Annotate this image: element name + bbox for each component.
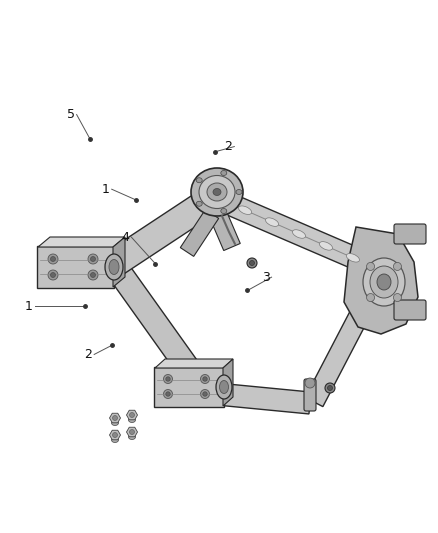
Circle shape (201, 375, 209, 384)
FancyBboxPatch shape (154, 367, 224, 407)
FancyBboxPatch shape (394, 224, 426, 244)
FancyBboxPatch shape (304, 379, 316, 411)
Polygon shape (208, 214, 224, 251)
Ellipse shape (207, 183, 227, 201)
Polygon shape (213, 209, 374, 278)
Ellipse shape (293, 230, 306, 238)
Circle shape (113, 416, 117, 421)
Polygon shape (224, 206, 240, 244)
Polygon shape (195, 381, 311, 414)
Ellipse shape (265, 218, 279, 227)
Ellipse shape (219, 381, 229, 393)
Circle shape (50, 272, 56, 278)
Polygon shape (127, 410, 138, 420)
Polygon shape (103, 256, 210, 392)
Ellipse shape (213, 189, 221, 196)
Circle shape (367, 262, 374, 270)
Circle shape (203, 377, 207, 381)
Circle shape (50, 256, 56, 262)
Ellipse shape (221, 208, 227, 214)
Ellipse shape (239, 206, 252, 214)
Polygon shape (180, 208, 206, 248)
Polygon shape (305, 280, 384, 407)
Circle shape (88, 254, 98, 264)
Polygon shape (120, 207, 226, 277)
Ellipse shape (377, 274, 391, 290)
Circle shape (163, 375, 173, 384)
Circle shape (201, 390, 209, 399)
Circle shape (247, 258, 257, 268)
Ellipse shape (112, 438, 119, 442)
Ellipse shape (221, 171, 227, 175)
FancyBboxPatch shape (394, 300, 426, 320)
Polygon shape (107, 183, 226, 274)
Polygon shape (305, 278, 367, 398)
Circle shape (250, 261, 254, 265)
Circle shape (166, 392, 170, 396)
Ellipse shape (196, 201, 202, 206)
Ellipse shape (370, 266, 398, 298)
Ellipse shape (191, 168, 243, 216)
Polygon shape (209, 208, 240, 251)
Ellipse shape (109, 260, 119, 274)
Circle shape (367, 294, 374, 302)
Text: 3: 3 (261, 271, 269, 284)
Circle shape (163, 390, 173, 399)
Polygon shape (194, 217, 220, 256)
Circle shape (113, 432, 117, 438)
Polygon shape (104, 183, 210, 253)
Circle shape (48, 270, 58, 280)
Polygon shape (192, 403, 309, 414)
Ellipse shape (128, 434, 135, 440)
Circle shape (393, 294, 402, 302)
Polygon shape (102, 268, 190, 392)
Polygon shape (121, 254, 210, 378)
Polygon shape (194, 381, 311, 392)
Ellipse shape (196, 177, 202, 183)
Circle shape (203, 392, 207, 396)
Polygon shape (223, 359, 233, 406)
Text: 2: 2 (224, 140, 232, 153)
Circle shape (130, 413, 134, 417)
Ellipse shape (236, 190, 242, 195)
Polygon shape (344, 227, 418, 334)
Ellipse shape (216, 375, 232, 399)
Ellipse shape (319, 241, 332, 250)
Text: 4: 4 (121, 231, 129, 244)
Polygon shape (113, 237, 125, 287)
Polygon shape (127, 427, 138, 437)
Ellipse shape (363, 258, 405, 306)
Circle shape (91, 256, 95, 262)
Text: 1: 1 (25, 300, 33, 313)
Polygon shape (110, 413, 120, 423)
Polygon shape (180, 209, 219, 256)
Circle shape (48, 254, 58, 264)
Ellipse shape (346, 254, 360, 262)
Polygon shape (155, 359, 233, 368)
Ellipse shape (112, 421, 119, 425)
Ellipse shape (199, 175, 235, 208)
Polygon shape (110, 430, 120, 440)
Polygon shape (323, 287, 385, 407)
Polygon shape (215, 190, 382, 278)
Circle shape (305, 378, 315, 388)
Circle shape (88, 270, 98, 280)
Text: 1: 1 (102, 183, 110, 196)
Circle shape (328, 385, 332, 391)
FancyBboxPatch shape (37, 246, 114, 288)
Ellipse shape (105, 254, 123, 280)
Polygon shape (38, 237, 125, 247)
Circle shape (166, 377, 170, 381)
Text: 2: 2 (84, 348, 92, 361)
Circle shape (325, 383, 335, 393)
Circle shape (91, 272, 95, 278)
Ellipse shape (128, 417, 135, 423)
Circle shape (393, 262, 402, 270)
Text: 5: 5 (67, 108, 74, 121)
Polygon shape (222, 189, 382, 258)
Circle shape (130, 430, 134, 434)
